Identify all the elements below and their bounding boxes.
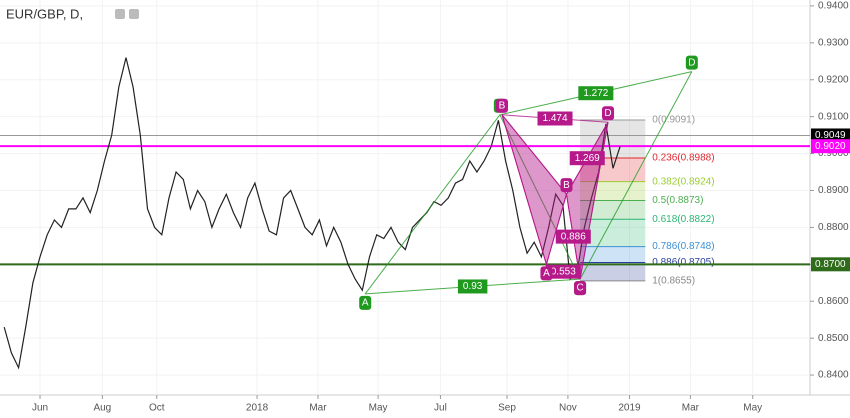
pattern-point-label: C xyxy=(576,283,583,294)
pattern-point xyxy=(496,98,509,113)
ratio-label: 0.886 xyxy=(561,231,586,242)
y-tick-label: 0.9400 xyxy=(818,1,849,12)
fib-label: 0.236(0.8988) xyxy=(652,153,714,164)
fib-band xyxy=(580,246,646,263)
ratio-box xyxy=(457,279,488,294)
pattern-point xyxy=(685,55,698,70)
pattern-point-label: D xyxy=(688,57,695,68)
pattern-line xyxy=(579,71,693,280)
fib-band xyxy=(580,262,646,281)
y-tick-label: 0.9100 xyxy=(818,111,849,122)
y-tick-label: 0.9200 xyxy=(818,74,849,85)
price-tag-label: 0.9049 xyxy=(815,130,846,141)
price-tag xyxy=(811,128,850,143)
pattern-line xyxy=(579,122,609,280)
ratio-label: 1.474 xyxy=(543,113,568,124)
y-tick-label: 0.9300 xyxy=(818,37,849,48)
price-tag-label: 0.8700 xyxy=(815,259,846,270)
fib-label: 0(0.9091) xyxy=(652,115,695,126)
y-tick-label: 0.8400 xyxy=(818,370,849,381)
ratio-label: 1.272 xyxy=(583,88,608,99)
fib-band xyxy=(580,219,646,247)
x-tick-label: 2018 xyxy=(246,403,269,414)
price-line xyxy=(3,57,621,370)
pattern-point xyxy=(560,178,573,193)
ratio-label: 0.93 xyxy=(463,281,483,292)
pattern-point-label: A xyxy=(543,268,550,279)
price-tag xyxy=(811,257,850,272)
fib-label: 0.382(0.8924) xyxy=(652,176,714,187)
pattern-point-label: D xyxy=(604,108,611,119)
x-tick-label: Mar xyxy=(682,403,700,414)
y-tick-label: 0.8500 xyxy=(818,333,849,344)
chart-title: EUR/GBP, D, xyxy=(6,6,83,21)
pattern-line xyxy=(501,114,567,195)
icon[interactable] xyxy=(115,9,125,19)
fib-band xyxy=(580,200,646,220)
ratio-box xyxy=(537,111,573,126)
pattern-point xyxy=(359,295,372,310)
ratio-label: 1.269 xyxy=(575,153,600,164)
ratio-box xyxy=(545,264,581,279)
pattern-line xyxy=(364,114,501,295)
x-tick-label: Jun xyxy=(32,403,48,414)
ratio-box xyxy=(569,151,605,166)
pattern-line xyxy=(499,114,581,280)
fib-label: 0.886(0.8705) xyxy=(652,257,714,268)
x-tick-label: Jul xyxy=(434,403,447,414)
pattern-point xyxy=(602,106,615,121)
x-tick-label: May xyxy=(369,403,388,414)
ratio-label: 0.553 xyxy=(551,266,576,277)
y-tick-label: 0.8600 xyxy=(818,296,849,307)
x-tick-label: Sep xyxy=(498,403,516,414)
x-tick-label: Aug xyxy=(93,403,111,414)
x-tick-label: Oct xyxy=(149,403,165,414)
fib-label: 0.5(0.8873) xyxy=(652,195,703,206)
x-tick-label: 2019 xyxy=(618,403,641,414)
price-tag xyxy=(811,139,850,154)
pattern-line xyxy=(545,194,567,265)
x-tick-label: Nov xyxy=(559,403,577,414)
icon[interactable] xyxy=(129,9,139,19)
fib-label: 0.786(0.8748) xyxy=(652,241,714,252)
x-tick-label: Mar xyxy=(309,403,327,414)
pattern-line xyxy=(501,114,547,265)
pattern-point-label: B xyxy=(563,180,570,191)
ratio-box xyxy=(555,229,591,244)
x-tick-label: May xyxy=(743,403,762,414)
price-tag-label: 0.9020 xyxy=(815,141,846,152)
pattern-point-label: B xyxy=(499,100,506,111)
y-tick-label: 0.8900 xyxy=(818,185,849,196)
y-tick-label: 0.8800 xyxy=(818,222,849,233)
ratio-box xyxy=(578,86,614,101)
y-tick-label: 0.9000 xyxy=(818,148,849,159)
pattern-point xyxy=(540,266,553,281)
fib-label: 0.618(0.8822) xyxy=(652,214,714,225)
fib-label: 1(0.8655) xyxy=(652,276,695,287)
pattern-point-label: A xyxy=(362,297,369,308)
pattern-point xyxy=(574,281,587,296)
